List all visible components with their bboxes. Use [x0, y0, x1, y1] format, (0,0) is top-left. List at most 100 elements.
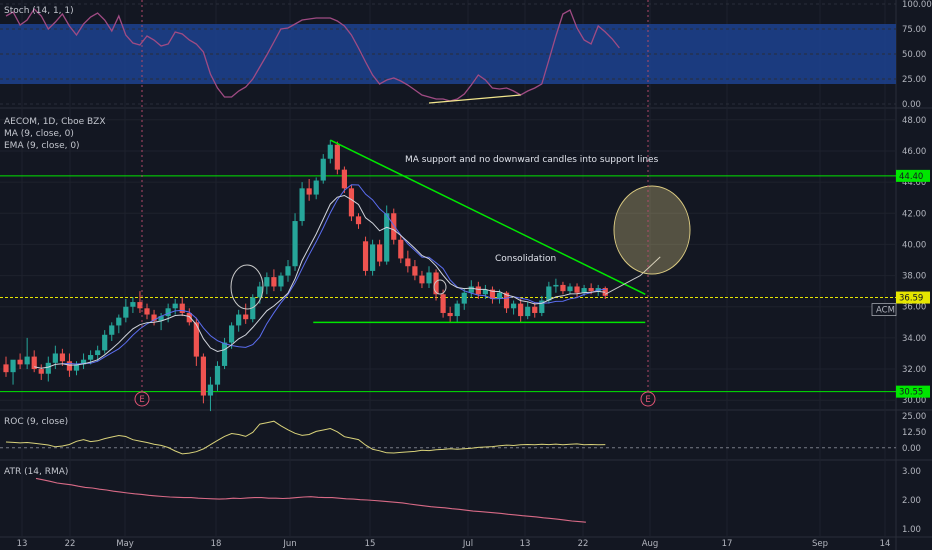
x-axis-label: Jun: [282, 539, 296, 549]
candle-body: [306, 188, 312, 195]
candle-body: [334, 144, 340, 170]
candle-body: [532, 306, 538, 313]
event-marker: [640, 391, 656, 407]
atr-pane[interactable]: [35, 477, 586, 523]
price-axis-tick: 40.00: [902, 240, 926, 250]
candle-body: [398, 239, 404, 259]
candle-body: [144, 308, 150, 315]
candle-body: [503, 292, 510, 309]
stoch-line: [5, 7, 620, 102]
target-zone-ellipse: [613, 185, 691, 275]
symbol-title: AECOM, 1D, Cboe BZX: [4, 117, 105, 127]
candle-body: [193, 322, 199, 357]
candle-body: [250, 297, 256, 320]
ema-line: [34, 194, 606, 369]
candle-body: [95, 350, 101, 356]
candle-body: [186, 312, 192, 323]
candle-body: [109, 325, 115, 335]
stoch-axis-tick: 25.00: [902, 75, 926, 85]
candle-body: [496, 292, 503, 299]
candle-body: [214, 365, 221, 385]
stoch-axis-tick: 100.00: [902, 0, 932, 10]
candle-body: [137, 302, 143, 309]
candle-body: [66, 361, 73, 371]
atr-axis-tick: 3.00: [902, 467, 921, 477]
x-axis-label: May: [116, 539, 134, 549]
candle-body: [320, 158, 326, 181]
candle-body: [553, 284, 559, 287]
atr-line: [35, 477, 586, 523]
roc-pane[interactable]: [0, 420, 896, 455]
candle-body: [52, 353, 58, 363]
candle-body: [59, 353, 65, 362]
roc-axis-tick: 12.50: [902, 428, 926, 438]
price-axis-tick: 30.00: [902, 396, 926, 406]
price-axis-tick: 48.00: [902, 116, 926, 126]
candle-body: [405, 258, 411, 267]
candle-body: [355, 216, 362, 225]
descending-trendline: [329, 139, 646, 295]
roc-line: [5, 420, 606, 455]
highlight-circle: [433, 279, 447, 295]
candle-body: [200, 356, 206, 396]
candle-body: [391, 213, 397, 240]
candle-body: [341, 169, 347, 189]
candle-body: [123, 306, 129, 318]
level-price-tag: [896, 291, 930, 304]
candle-body: [348, 188, 355, 217]
atr-title: ATR (14, RMA): [4, 467, 68, 477]
candle-body: [221, 342, 228, 366]
candle-body: [236, 314, 242, 326]
candle-body: [482, 289, 488, 295]
candle-body: [511, 303, 517, 309]
candle-body: [518, 303, 524, 317]
candle-body: [539, 300, 545, 313]
candle-body: [588, 288, 594, 292]
candle-body: [468, 286, 474, 293]
candle-body: [172, 303, 178, 309]
candle-body: [419, 275, 425, 284]
candle-body: [229, 325, 235, 343]
stoch-axis-tick: 75.00: [902, 25, 926, 35]
candle-body: [426, 272, 432, 284]
candle-body: [384, 213, 390, 262]
x-axis-label: 14: [880, 539, 891, 549]
symbol-tag: [871, 303, 897, 316]
axes: 13 22 May 18 Jun 15 Jul 13 22 Aug 17 Sep 14 48.00 46.0…: [17, 0, 932, 549]
price-axis-tick: 34.00: [902, 334, 926, 344]
stochastic-pane[interactable]: [0, 3, 896, 105]
atr-axis-tick: 2.00: [902, 496, 921, 506]
x-axis-label: 22: [578, 539, 589, 549]
candle-body: [525, 306, 531, 317]
highlight-circle: [230, 264, 264, 310]
price-axis-tick: 36.00: [902, 303, 926, 313]
candle-body: [151, 314, 157, 321]
candle-body: [3, 364, 9, 373]
stoch-divergence-line: [428, 94, 521, 104]
x-axis-label: 13: [17, 539, 28, 549]
candle-body: [10, 359, 16, 373]
candle-body: [31, 356, 37, 370]
candle-body: [17, 359, 23, 365]
x-axis-label: Jul: [462, 539, 473, 549]
candle-body: [475, 286, 481, 295]
roc-axis-tick: 0.00: [902, 444, 921, 454]
candle-body: [454, 303, 460, 317]
candle-body: [45, 362, 51, 374]
event-marker: [134, 391, 150, 407]
candle-body: [116, 317, 122, 326]
candle-body: [102, 334, 108, 351]
atr-axis-tick: 1.00: [902, 525, 921, 535]
stoch-axis-tick: 50.00: [902, 50, 926, 60]
candle-body: [412, 266, 418, 276]
ma-legend: MA (9, close, 0): [4, 129, 74, 139]
x-axis-label: Aug: [642, 539, 659, 549]
candle-body: [243, 314, 249, 320]
annotation-ma-support: MA support and no downward candles into …: [405, 155, 659, 165]
level-price-tag: [896, 385, 930, 398]
candle-body: [292, 221, 298, 267]
candle-body: [461, 292, 467, 304]
symbol-tag-label: ACM: [876, 306, 895, 316]
